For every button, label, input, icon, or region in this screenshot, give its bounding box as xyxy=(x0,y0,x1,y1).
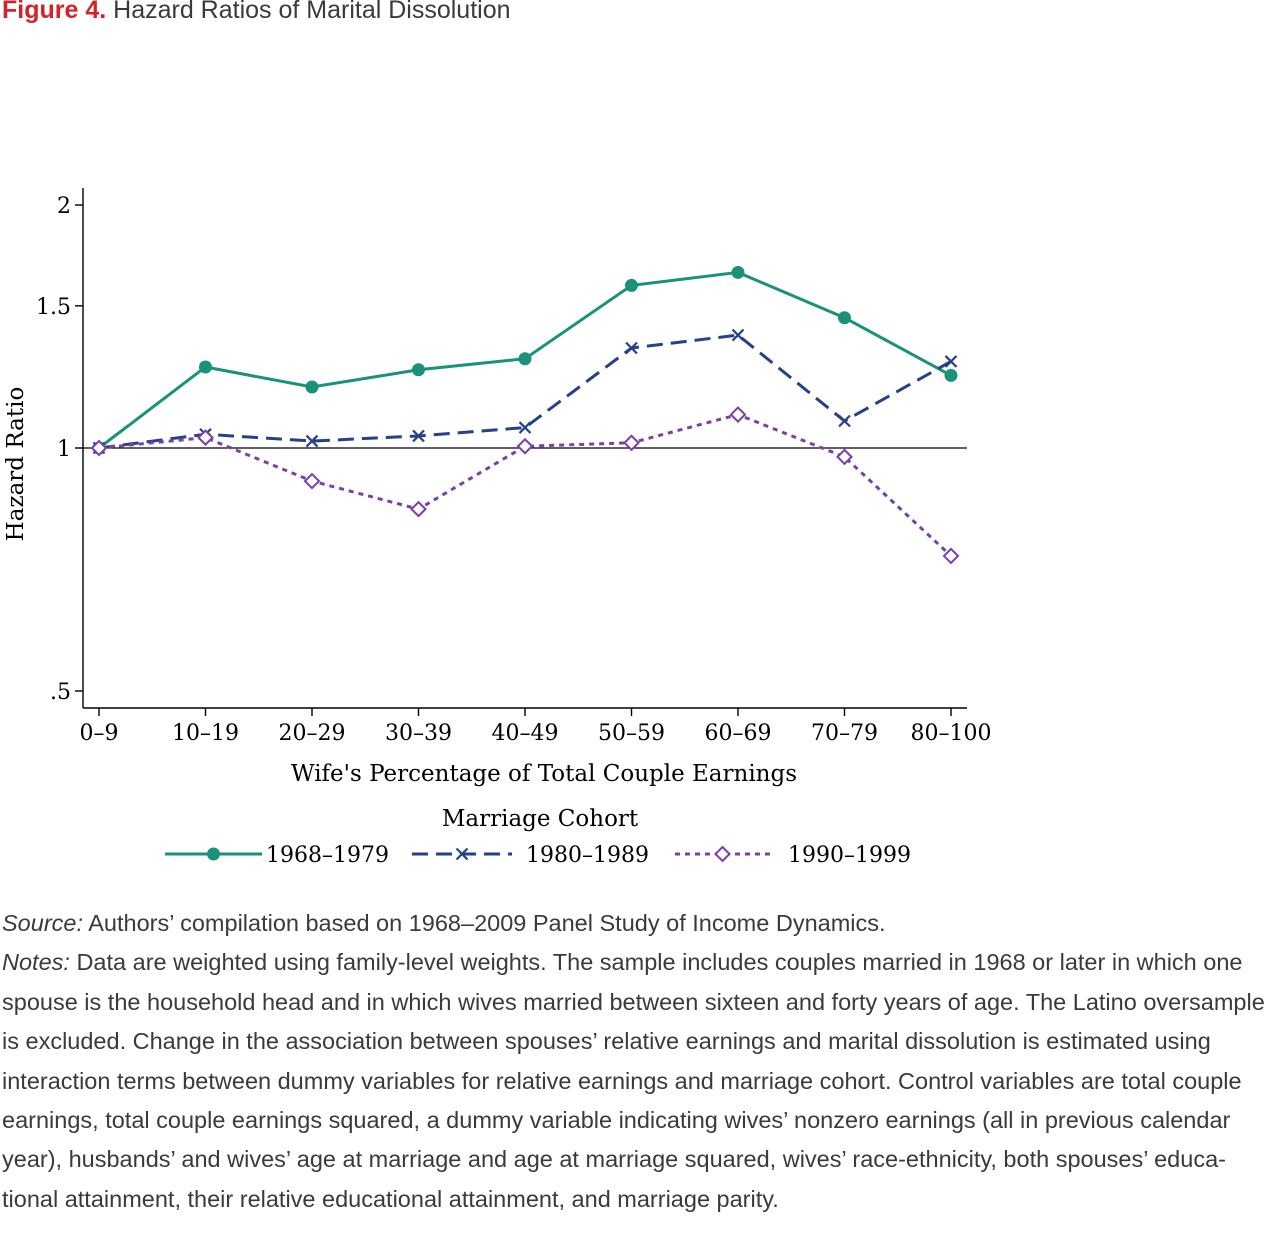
x-tick-label: 10–19 xyxy=(172,721,239,746)
chart-legend: 1968–1979 1980–1989 1990–1999 xyxy=(165,843,911,868)
chart-series xyxy=(90,265,960,565)
legend-label: 1968–1979 xyxy=(266,843,389,868)
figure-title-text: Hazard Ratios of Marital Dissolution xyxy=(113,0,511,24)
figure-label: Figure 4. xyxy=(2,0,107,24)
data-point xyxy=(303,472,321,490)
y-tick-label: 2 xyxy=(57,194,71,219)
data-point xyxy=(518,421,532,434)
x-tick-label: 70–79 xyxy=(811,721,878,746)
data-point xyxy=(942,547,960,565)
x-tick-label: 20–29 xyxy=(279,721,346,746)
data-point xyxy=(731,265,745,279)
hazard-ratio-chart: .5 1 1.5 2 0–9 10–19 20–29 30–39 40–49 50–59 60–69… xyxy=(3,188,992,868)
data-point xyxy=(836,448,853,466)
x-axis-label: Wife's Percentage of Total Couple Earnin… xyxy=(291,761,797,787)
x-tick-label: 30–39 xyxy=(385,721,452,746)
data-point xyxy=(412,363,425,377)
source-text: Authors’ compilation based on 1968–2009 … xyxy=(83,910,886,936)
source-label: Source: xyxy=(2,910,83,936)
data-point xyxy=(625,341,638,355)
series-line xyxy=(98,333,952,450)
data-point xyxy=(90,439,108,457)
data-point xyxy=(305,380,319,394)
legend-marker xyxy=(455,847,469,861)
x-marker-stroke xyxy=(731,328,745,342)
data-point xyxy=(729,406,747,424)
y-tick-label: 1 xyxy=(57,437,71,462)
data-point xyxy=(731,328,745,342)
data-point xyxy=(518,352,532,366)
notes-text: Data are weighted using family-level wei… xyxy=(2,949,1265,1212)
x-tick-label: 60–69 xyxy=(705,721,772,746)
chart-ticks: .5 1 1.5 2 0–9 10–19 20–29 30–39 40–49 50–59 60–69… xyxy=(36,194,992,746)
data-point xyxy=(410,500,427,518)
data-point xyxy=(305,434,319,448)
data-point xyxy=(838,311,851,325)
data-point xyxy=(944,368,958,382)
notes-label: Notes: xyxy=(2,949,70,976)
data-point xyxy=(516,437,534,455)
data-point xyxy=(623,434,640,452)
legend-item-1: 1980–1989 xyxy=(412,843,649,868)
data-point xyxy=(412,429,425,443)
legend-item-2: 1990–1999 xyxy=(675,843,911,868)
legend-title: Marriage Cohort xyxy=(442,806,639,832)
series-1 xyxy=(92,328,958,455)
x-tick-label: 50–59 xyxy=(598,721,665,746)
x-marker-stroke xyxy=(944,355,958,368)
figure-title: Figure 4. Hazard Ratios of Marital Disso… xyxy=(2,0,511,25)
legend-label: 1980–1989 xyxy=(526,843,649,868)
data-point xyxy=(838,414,851,428)
figure-caption: Source: Authors’ compilation based on 19… xyxy=(2,904,1280,1219)
legend-label: 1990–1999 xyxy=(788,843,911,868)
x-tick-label: 0–9 xyxy=(80,721,119,746)
x-marker-stroke xyxy=(625,341,638,355)
x-tick-label: 80–100 xyxy=(911,721,992,746)
data-point xyxy=(944,355,958,368)
data-point xyxy=(625,278,638,292)
notes: Notes: Data are weighted using family-le… xyxy=(2,943,1280,1219)
x-tick-label: 40–49 xyxy=(492,721,559,746)
y-tick-label: .5 xyxy=(50,680,71,705)
data-point xyxy=(199,360,212,374)
x-marker-stroke xyxy=(305,434,319,448)
x-marker-stroke xyxy=(838,414,851,428)
source-note: Source: Authors’ compilation based on 19… xyxy=(2,904,1280,943)
y-axis-label: Hazard Ratio xyxy=(3,387,29,542)
legend-item-0: 1968–1979 xyxy=(165,843,389,868)
x-marker-stroke xyxy=(412,429,425,443)
legend-marker xyxy=(714,845,731,863)
x-marker-stroke xyxy=(455,847,469,861)
x-marker-stroke xyxy=(518,421,532,434)
legend-marker xyxy=(207,847,220,861)
series-2 xyxy=(90,406,960,565)
y-tick-label: 1.5 xyxy=(36,295,71,320)
data-point xyxy=(197,429,214,447)
